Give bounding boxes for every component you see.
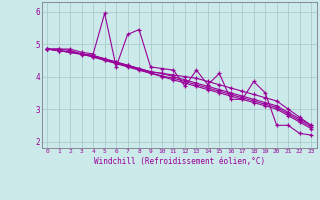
- X-axis label: Windchill (Refroidissement éolien,°C): Windchill (Refroidissement éolien,°C): [94, 157, 265, 166]
